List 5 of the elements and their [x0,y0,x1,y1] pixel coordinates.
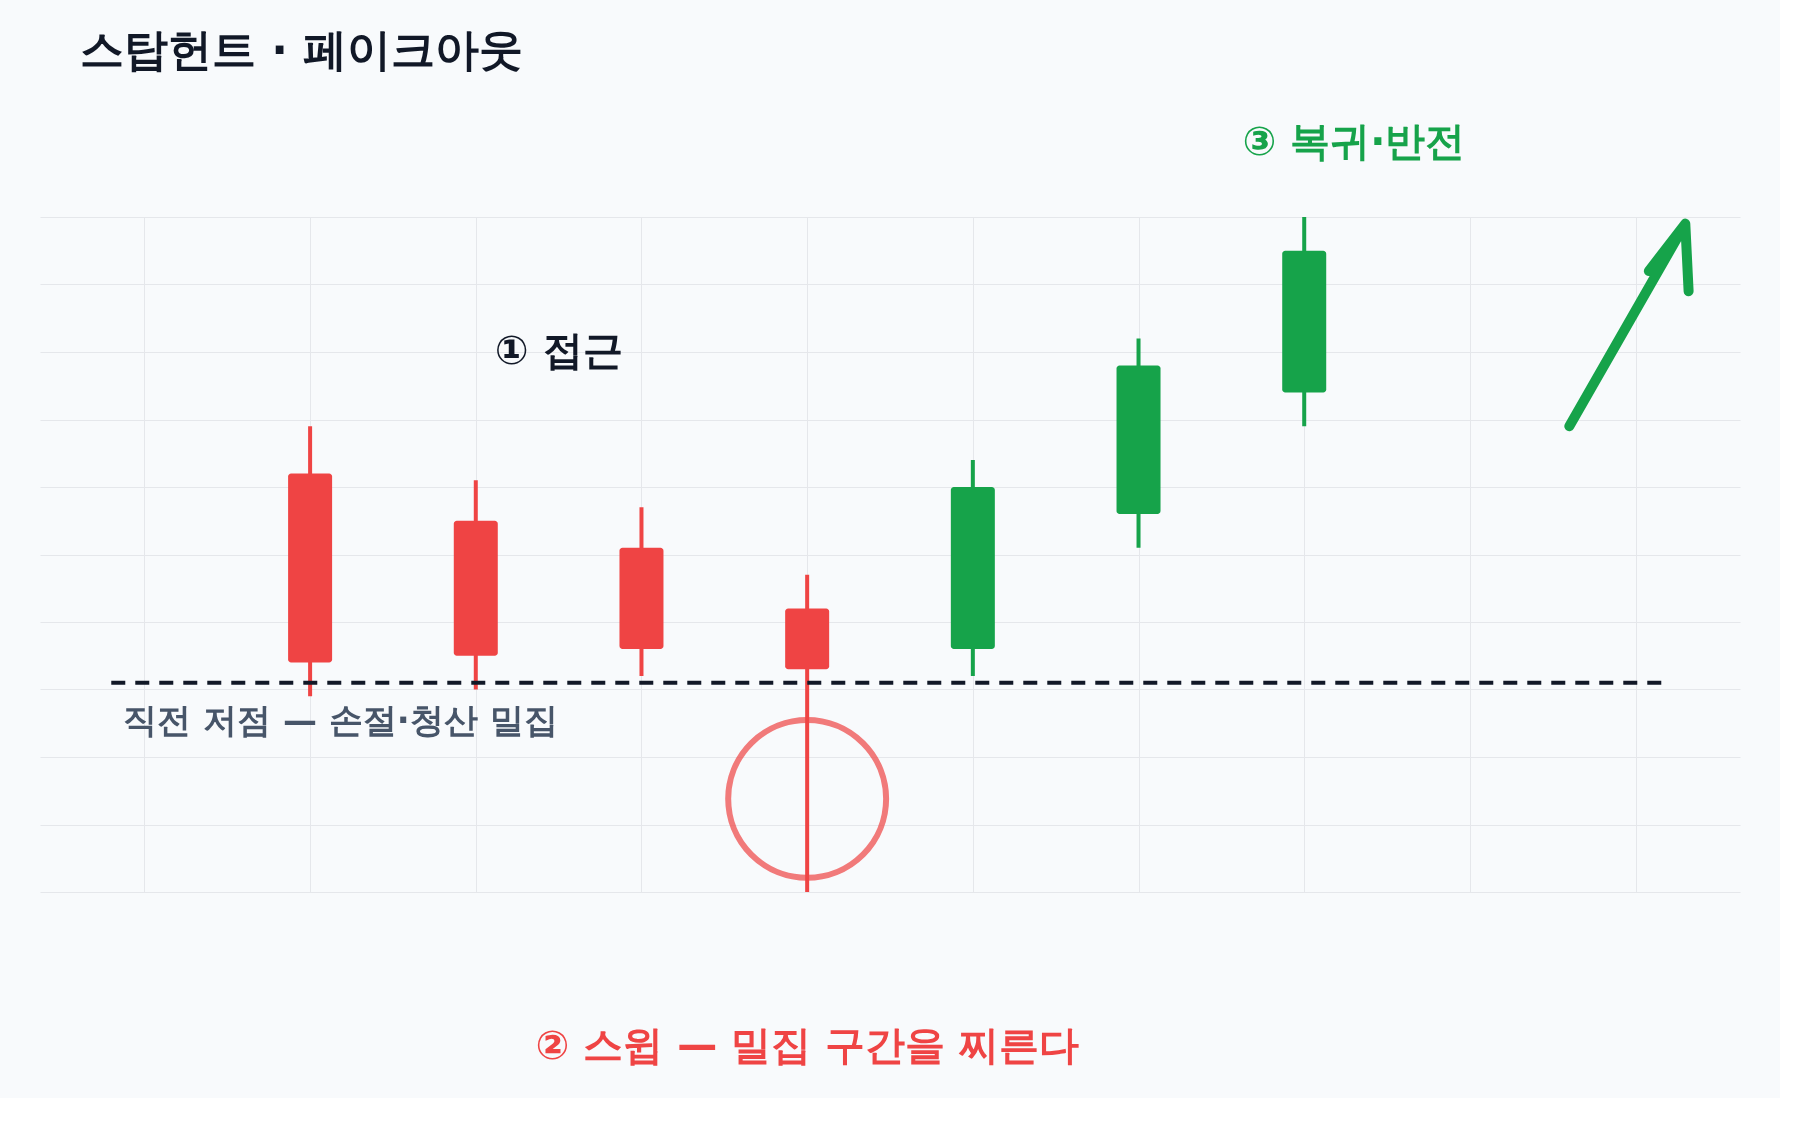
text: ② 스윕 — 밀집 구간을 찌른다 [535,1022,1079,1069]
annotation: ① 접근 [494,327,623,373]
text: ③ 복귀·반전 [1242,117,1466,164]
ref-line-label: 직전 저점 — 손절·청산 밀집 [123,699,558,740]
chart-title: 스탑헌트 · 페이크아웃 [80,24,524,75]
